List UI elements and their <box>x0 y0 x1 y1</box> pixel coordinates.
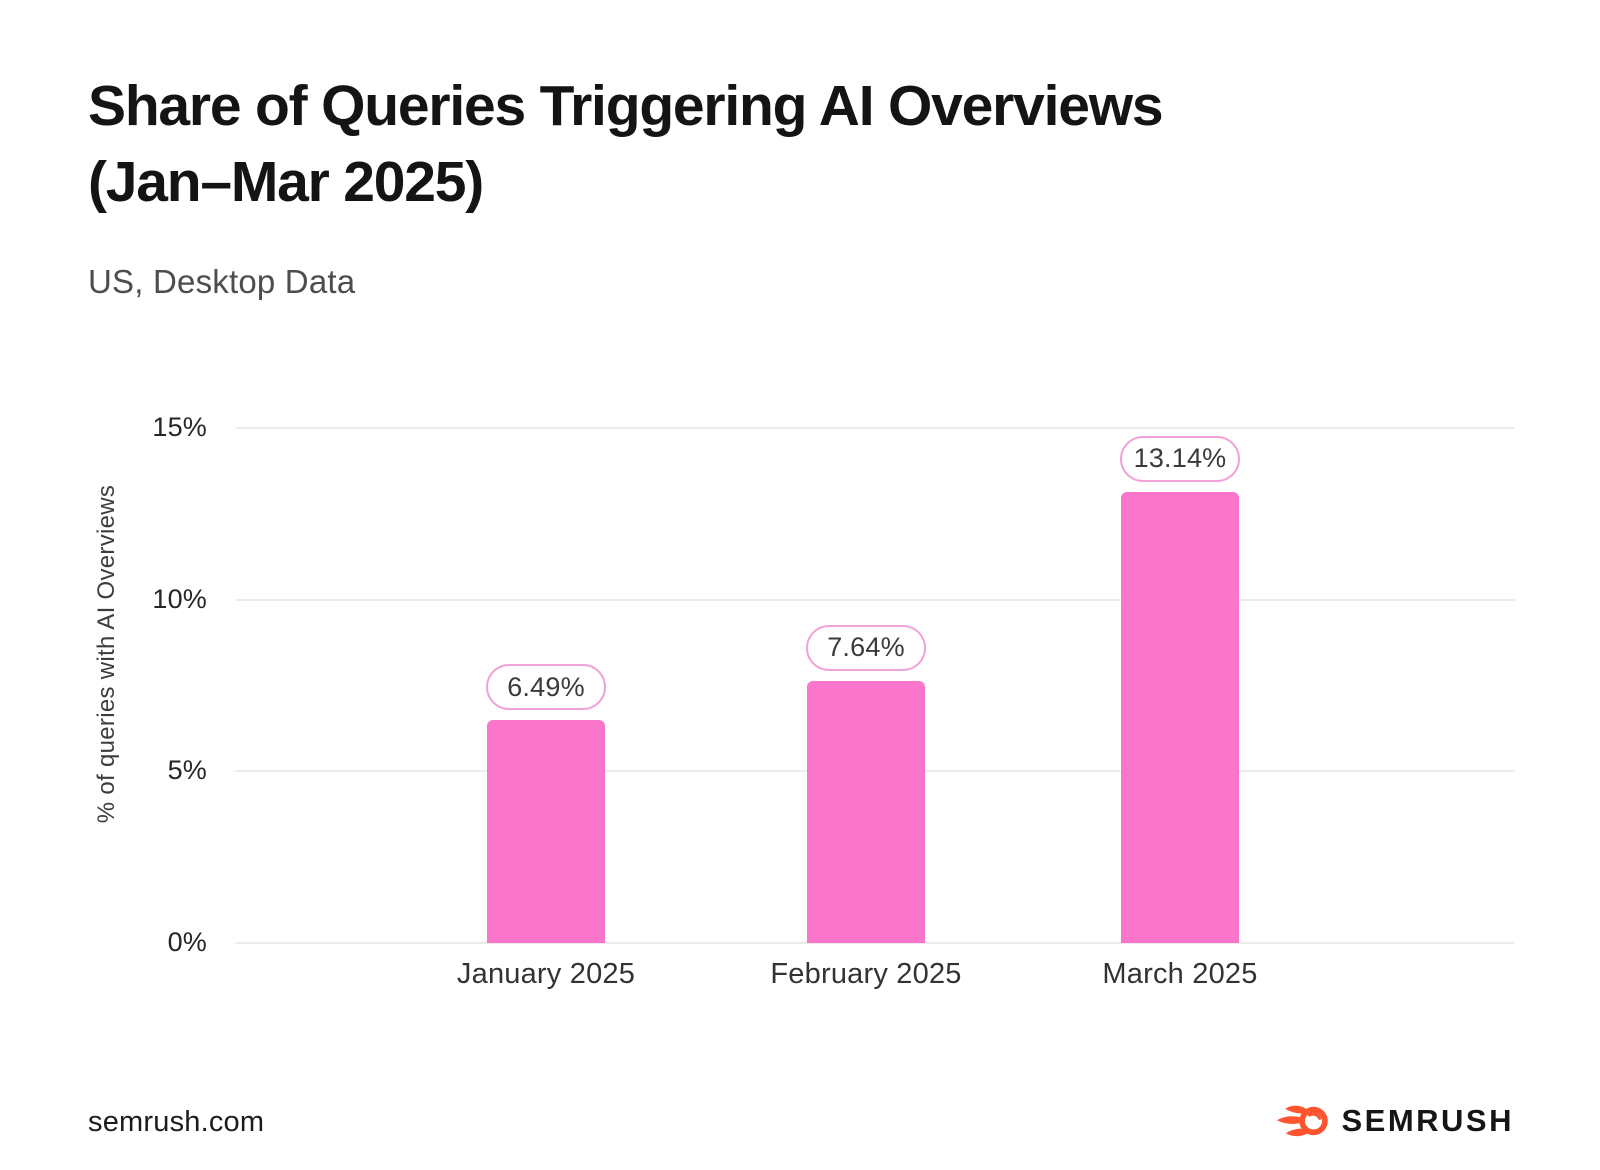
x-axis-tick-label: February 2025 <box>770 958 962 990</box>
value-label-pill: 13.14% <box>1120 435 1240 482</box>
y-axis-tick-label: 10% <box>152 583 207 614</box>
page-title-line-1: Share of Queries Triggering AI Overviews <box>88 74 1164 138</box>
bar-march-2025 <box>1121 491 1239 943</box>
y-axis-tick-label: 0% <box>167 927 207 957</box>
x-axis-tick-label: March 2025 <box>1102 958 1258 990</box>
value-label-pill: 7.64% <box>806 624 926 671</box>
page-subtitle: US, Desktop Data <box>88 263 356 300</box>
semrush-logo: SEMRUSH <box>1277 1100 1514 1142</box>
y-axis-tick-label: 5% <box>167 755 207 786</box>
bar-february-2025 <box>807 680 925 943</box>
gridline-15% <box>235 427 1515 429</box>
page-title-line-2: (Jan–Mar 2025) <box>88 150 484 214</box>
footer-site-url: semrush.com <box>88 1106 265 1138</box>
semrush-flame-icon <box>1277 1105 1329 1137</box>
bar-january-2025 <box>487 720 605 943</box>
semrush-logo-text: SEMRUSH <box>1341 1103 1514 1138</box>
value-label-pill: 6.49% <box>486 664 606 711</box>
gridline-0% <box>235 942 1515 944</box>
y-axis-tick-label: 15% <box>152 412 207 442</box>
page-title: Share of Queries Triggering AI Overviews… <box>88 68 1164 220</box>
x-axis-tick-label: January 2025 <box>456 958 636 990</box>
y-axis-title: % of queries with AI Overviews <box>93 484 120 824</box>
gridline-10% <box>235 598 1515 601</box>
